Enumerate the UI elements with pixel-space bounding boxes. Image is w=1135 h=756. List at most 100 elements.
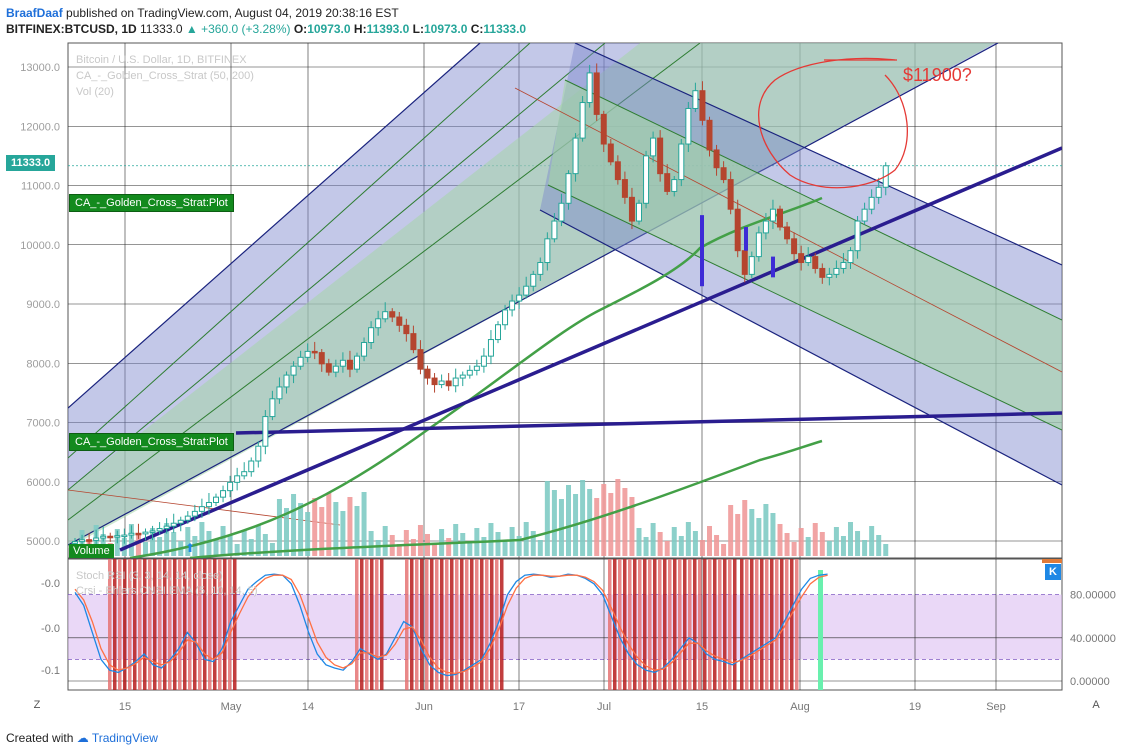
- published-info: published on TradingView.com, August 04,…: [66, 6, 399, 20]
- stoch-k-line: [74, 573, 828, 677]
- candle-body: [339, 359, 346, 367]
- author-name[interactable]: BraafDaaf: [6, 6, 63, 20]
- crsi-bar: [775, 559, 779, 690]
- volume-bar: [883, 544, 889, 556]
- osc-tick-right: 40.00000: [1070, 633, 1116, 645]
- crsi-bar: [780, 559, 784, 690]
- candle-body: [509, 300, 516, 311]
- volume-bar: [798, 528, 804, 556]
- crsi-bar: [745, 559, 749, 690]
- volume-bar: [340, 511, 346, 556]
- crsi-bar: [750, 559, 754, 690]
- crsi-bar: [410, 559, 414, 690]
- volume-bar: [446, 538, 452, 556]
- volume-bar: [812, 523, 818, 556]
- crsi-bar: [785, 559, 789, 690]
- osc-tick-left: -0.1: [41, 665, 60, 677]
- candle-body: [227, 481, 234, 492]
- crsi-bar: [435, 559, 439, 690]
- crsi-bar: [643, 559, 647, 690]
- candle-body: [368, 327, 375, 344]
- volume-bar: [876, 535, 882, 556]
- ma-50-line: [129, 196, 823, 558]
- candle-body: [72, 541, 78, 544]
- crsi-bar: [113, 559, 117, 690]
- volume-bar: [269, 543, 275, 556]
- candle-body: [636, 202, 642, 222]
- crsi-bar: [153, 559, 157, 690]
- candle-body: [544, 238, 551, 264]
- candle-body: [107, 535, 114, 539]
- crsi-bar: [440, 559, 444, 690]
- candle-body: [769, 208, 776, 222]
- crsi-bar: [795, 559, 799, 690]
- candle-body: [459, 374, 466, 379]
- crsi-bar: [485, 559, 489, 690]
- price-axis: 5000.0 6000.0 7000.0 8000.0 9000.0 10000.0 110…: [20, 62, 60, 548]
- blue-channel-down-edge: [539, 209, 1062, 486]
- green-channel-up-edge: [68, 43, 531, 459]
- crsi-bar: [770, 559, 774, 690]
- volume-bar: [862, 540, 868, 556]
- crsi-bar: [663, 559, 667, 690]
- volume-bar: [333, 502, 339, 556]
- candle-body: [297, 356, 304, 367]
- crsi-bar: [693, 559, 697, 690]
- crsi-bar: [445, 559, 449, 690]
- volume-bar: [551, 490, 557, 556]
- volume-bar: [396, 544, 402, 556]
- candle-body: [713, 149, 720, 169]
- candle-body: [410, 333, 417, 351]
- time-axis: 15 May 14 Jun 17 Jul 15 Aug 19 Sep: [119, 701, 1006, 713]
- volume-bar: [150, 528, 156, 556]
- volume-bar: [608, 493, 614, 556]
- price-chart[interactable]: ⬆ $11900? 5000.0 6000.0 7000.0 8000.0 9000.0…: [0, 40, 1135, 720]
- volume-bar: [855, 531, 861, 556]
- auto-scale-button[interactable]: A: [1092, 699, 1100, 711]
- tradingview-brand[interactable]: TradingView: [91, 731, 158, 745]
- candle-body: [762, 220, 769, 234]
- candle-body: [163, 525, 170, 530]
- crsi-bar: [465, 559, 469, 690]
- volume-bar: [530, 531, 536, 556]
- volume-bar: [650, 523, 656, 556]
- k-badge[interactable]: K: [1045, 564, 1061, 580]
- candle-body: [248, 460, 255, 473]
- candle-body: [382, 311, 389, 320]
- volume-bar: [566, 485, 571, 556]
- candle-body: [466, 369, 473, 376]
- volume-bar: [692, 531, 698, 556]
- volume-bar: [685, 522, 691, 556]
- crsi-bar: [480, 559, 484, 690]
- candle-body: [220, 490, 227, 498]
- volume-bar: [347, 497, 353, 556]
- osc-tick-left: -0.0: [41, 623, 60, 635]
- low-label: L:: [412, 22, 424, 36]
- zoom-button[interactable]: Z: [33, 699, 41, 711]
- annotation-layer: $11900?: [758, 57, 972, 189]
- volume-bar: [403, 530, 409, 556]
- candle-body: [741, 250, 748, 275]
- volume-bar: [460, 533, 466, 556]
- volume-bar: [749, 509, 755, 556]
- annotation-label: $11900?: [903, 65, 972, 85]
- candle-body: [777, 208, 783, 228]
- volume-bar: [361, 492, 367, 556]
- volume-bar: [601, 484, 607, 556]
- candle-body: [699, 90, 706, 121]
- candle-body: [276, 386, 283, 400]
- candle-body: [614, 161, 621, 181]
- crsi-bar: [703, 559, 707, 690]
- volume-bar: [777, 524, 783, 556]
- crsi-bar: [698, 559, 702, 690]
- volume-bar: [312, 498, 318, 556]
- volume-bar: [488, 523, 494, 556]
- y-tick-label: 7000.0: [26, 418, 60, 430]
- crsi-bar: [728, 559, 732, 690]
- crsi-bar: [203, 559, 207, 690]
- crsi-bar: [425, 559, 429, 690]
- crsi-bar: [713, 559, 717, 690]
- volume-bar: [678, 536, 684, 556]
- volume-bar: [833, 527, 839, 556]
- support-trend-line: [119, 146, 1062, 552]
